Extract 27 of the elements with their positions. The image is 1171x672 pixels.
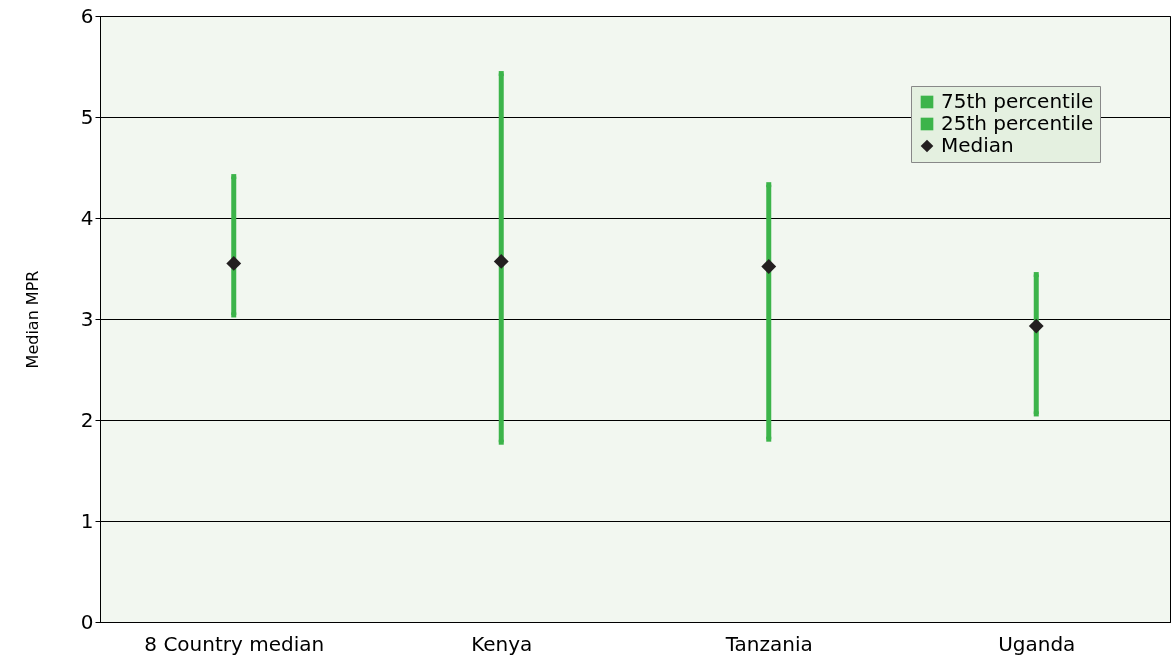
x-tick-label: Uganda — [998, 631, 1076, 656]
legend-label: 25th percentile — [941, 111, 1094, 135]
legend-label: 75th percentile — [941, 89, 1094, 113]
y-tick-label: 1 — [80, 508, 94, 533]
x-tick-label: Tanzania — [724, 631, 813, 656]
point — [226, 256, 242, 271]
y-tick-label: 6 — [80, 3, 94, 28]
point — [1033, 411, 1039, 417]
point — [766, 436, 772, 442]
y-tick-label: 2 — [80, 407, 94, 432]
point — [761, 259, 777, 274]
y-axis-title: Median MPR — [22, 270, 42, 369]
y-tick-label: 5 — [80, 104, 94, 129]
y-tick-label: 3 — [80, 306, 94, 331]
point — [493, 254, 509, 269]
point — [1028, 318, 1044, 334]
x-tick-label: 8 Country median — [144, 631, 325, 656]
point — [231, 174, 237, 180]
point — [498, 71, 504, 77]
point — [498, 439, 504, 445]
x-tick-label: Kenya — [471, 631, 533, 656]
y-tick-label: 0 — [80, 609, 94, 634]
y-tick-label: 4 — [80, 205, 94, 230]
point — [231, 312, 237, 318]
point — [766, 182, 772, 188]
legend-label: Median — [941, 133, 1014, 157]
point — [1033, 272, 1039, 278]
